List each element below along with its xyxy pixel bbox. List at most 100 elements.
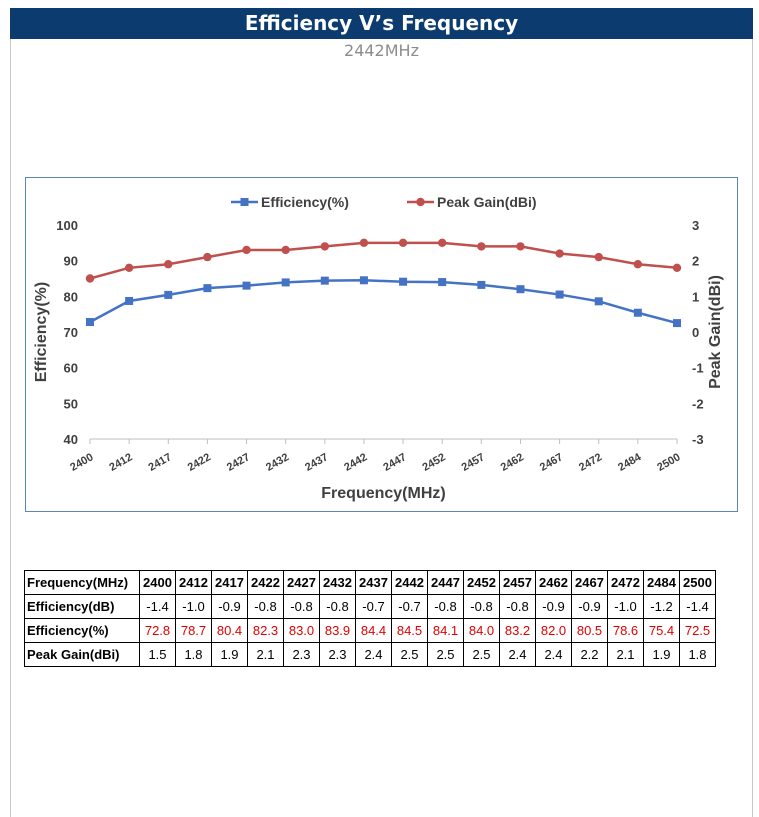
efficiency-point <box>281 278 290 287</box>
y2-tick-label: 2 <box>692 254 699 269</box>
efficiency-point <box>86 318 94 327</box>
efficiency-point <box>555 290 564 299</box>
table-row-header: Frequency(MHz) <box>24 570 140 595</box>
peak-gain-point <box>320 242 329 251</box>
table-cell: -1.4 <box>679 594 716 619</box>
x-axis-title: Frequency(MHz) <box>321 485 445 502</box>
table-row-header: Efficiency(%) <box>24 618 140 643</box>
table-cell: -0.9 <box>571 594 608 619</box>
table-column-header: 2412 <box>175 570 212 595</box>
table-cell: 2.4 <box>535 642 572 667</box>
x-tick-label: 2422 <box>186 451 213 474</box>
legend-peak-gain-marker <box>416 197 425 207</box>
table-cell: 80.4 <box>211 618 248 643</box>
table-cell: -0.8 <box>319 594 356 619</box>
y2-tick-label: 3 <box>692 218 699 233</box>
y-tick-label: 70 <box>64 325 78 340</box>
y2-tick-label: -3 <box>692 432 704 447</box>
table-cell: -0.8 <box>247 594 284 619</box>
table-cell: 75.4 <box>643 618 680 643</box>
table-cell: 2.4 <box>499 642 536 667</box>
efficiency-point <box>203 284 212 293</box>
table-cell: -0.8 <box>427 594 464 619</box>
peak-gain-point <box>594 252 603 262</box>
page-frame <box>10 8 753 817</box>
table-column-header: 2432 <box>319 570 356 595</box>
x-tick-label: 2462 <box>499 451 526 474</box>
table-column-header: 2500 <box>679 570 716 595</box>
y-tick-label: 100 <box>56 218 78 233</box>
efficiency-point <box>359 276 368 285</box>
table-cell: 1.8 <box>679 642 716 667</box>
efficiency-point <box>438 278 447 287</box>
x-tick-label: 2417 <box>147 451 174 474</box>
efficiency-point <box>477 280 486 289</box>
table-row: Efficiency(%) 72.8 78.7 80.4 82.3 83.0 83.9 84.… <box>24 618 716 643</box>
x-tick-label: 2400 <box>68 451 95 474</box>
table-column-header: 2452 <box>463 570 500 595</box>
table-cell: 80.5 <box>571 618 608 643</box>
y-tick-label: 80 <box>64 289 78 304</box>
peak-gain-series-line <box>89 241 678 280</box>
table-column-header: 2472 <box>607 570 644 595</box>
table-row: Efficiency(dB) -1.4 -1.0 -0.9 -0.8 -0.8 -0.8 -0… <box>24 594 716 619</box>
table-column-header: 2484 <box>643 570 680 595</box>
table-cell: 1.5 <box>139 642 176 667</box>
legend-efficiency-marker <box>240 198 249 206</box>
efficiency-point <box>633 308 642 317</box>
y2-tick-label: 1 <box>692 289 699 304</box>
table-cell: 83.0 <box>283 618 320 643</box>
x-tick-label: 2437 <box>303 451 330 474</box>
table-cell: -0.7 <box>391 594 428 619</box>
table-cell: 1.8 <box>175 642 212 667</box>
x-tick-label: 2472 <box>577 451 604 474</box>
peak-gain-point <box>85 274 95 283</box>
peak-gain-point <box>203 252 212 262</box>
table-cell: 84.5 <box>391 618 428 643</box>
table-cell: 84.1 <box>427 618 464 643</box>
table-column-header: 2427 <box>283 570 320 595</box>
table-cell: 2.3 <box>319 642 356 667</box>
x-tick-label: 2432 <box>264 451 291 474</box>
table-cell: 83.2 <box>499 618 536 643</box>
table-cell: 72.8 <box>139 618 176 643</box>
y-tick-label: 90 <box>64 254 78 269</box>
peak-gain-point <box>555 249 564 258</box>
peak-gain-point <box>438 238 447 248</box>
table-cell: -0.8 <box>499 594 536 619</box>
peak-gain-point <box>398 238 408 248</box>
table-cell: 82.3 <box>247 618 284 643</box>
efficiency-point <box>516 285 525 294</box>
x-tick-label: 2484 <box>616 451 644 474</box>
table-cell: -1.2 <box>643 594 680 619</box>
y2-tick-label: 0 <box>692 325 699 340</box>
x-tick-label: 2427 <box>225 451 252 474</box>
table-column-header: 2422 <box>247 570 284 595</box>
table-cell: 2.1 <box>247 642 284 667</box>
table-cell: 1.9 <box>643 642 680 667</box>
efficiency-point <box>399 277 408 286</box>
peak-gain-point <box>124 263 134 272</box>
table-cell: -0.9 <box>211 594 248 619</box>
peak-gain-point <box>164 260 173 269</box>
table-column-header: 2437 <box>355 570 392 595</box>
table-cell: -0.8 <box>463 594 500 619</box>
table-row-header: Efficiency(dB) <box>24 594 140 619</box>
table-column-header: 2442 <box>391 570 428 595</box>
table-column-header: 2457 <box>499 570 536 595</box>
table-cell: -1.0 <box>607 594 644 619</box>
table-cell: -0.7 <box>355 594 392 619</box>
efficiency-gain-chart: 2400 2412 2417 2422 2427 2432 2437 2442 2447 2452… <box>33 194 724 502</box>
table-cell: 2.5 <box>427 642 464 667</box>
x-tick-label: 2467 <box>538 451 565 474</box>
page-subtitle: 2442MHz <box>344 41 419 60</box>
table-cell: 2.5 <box>391 642 428 667</box>
table-column-header: 2417 <box>211 570 248 595</box>
x-tick-label: 2452 <box>420 451 447 474</box>
x-tick-label: 2500 <box>655 451 682 474</box>
table-cell: 82.0 <box>535 618 572 643</box>
table-cell: 78.7 <box>175 618 212 643</box>
y-tick-label: 50 <box>64 396 78 411</box>
x-tick-label: 2412 <box>107 451 134 474</box>
efficiency-point <box>594 297 603 306</box>
